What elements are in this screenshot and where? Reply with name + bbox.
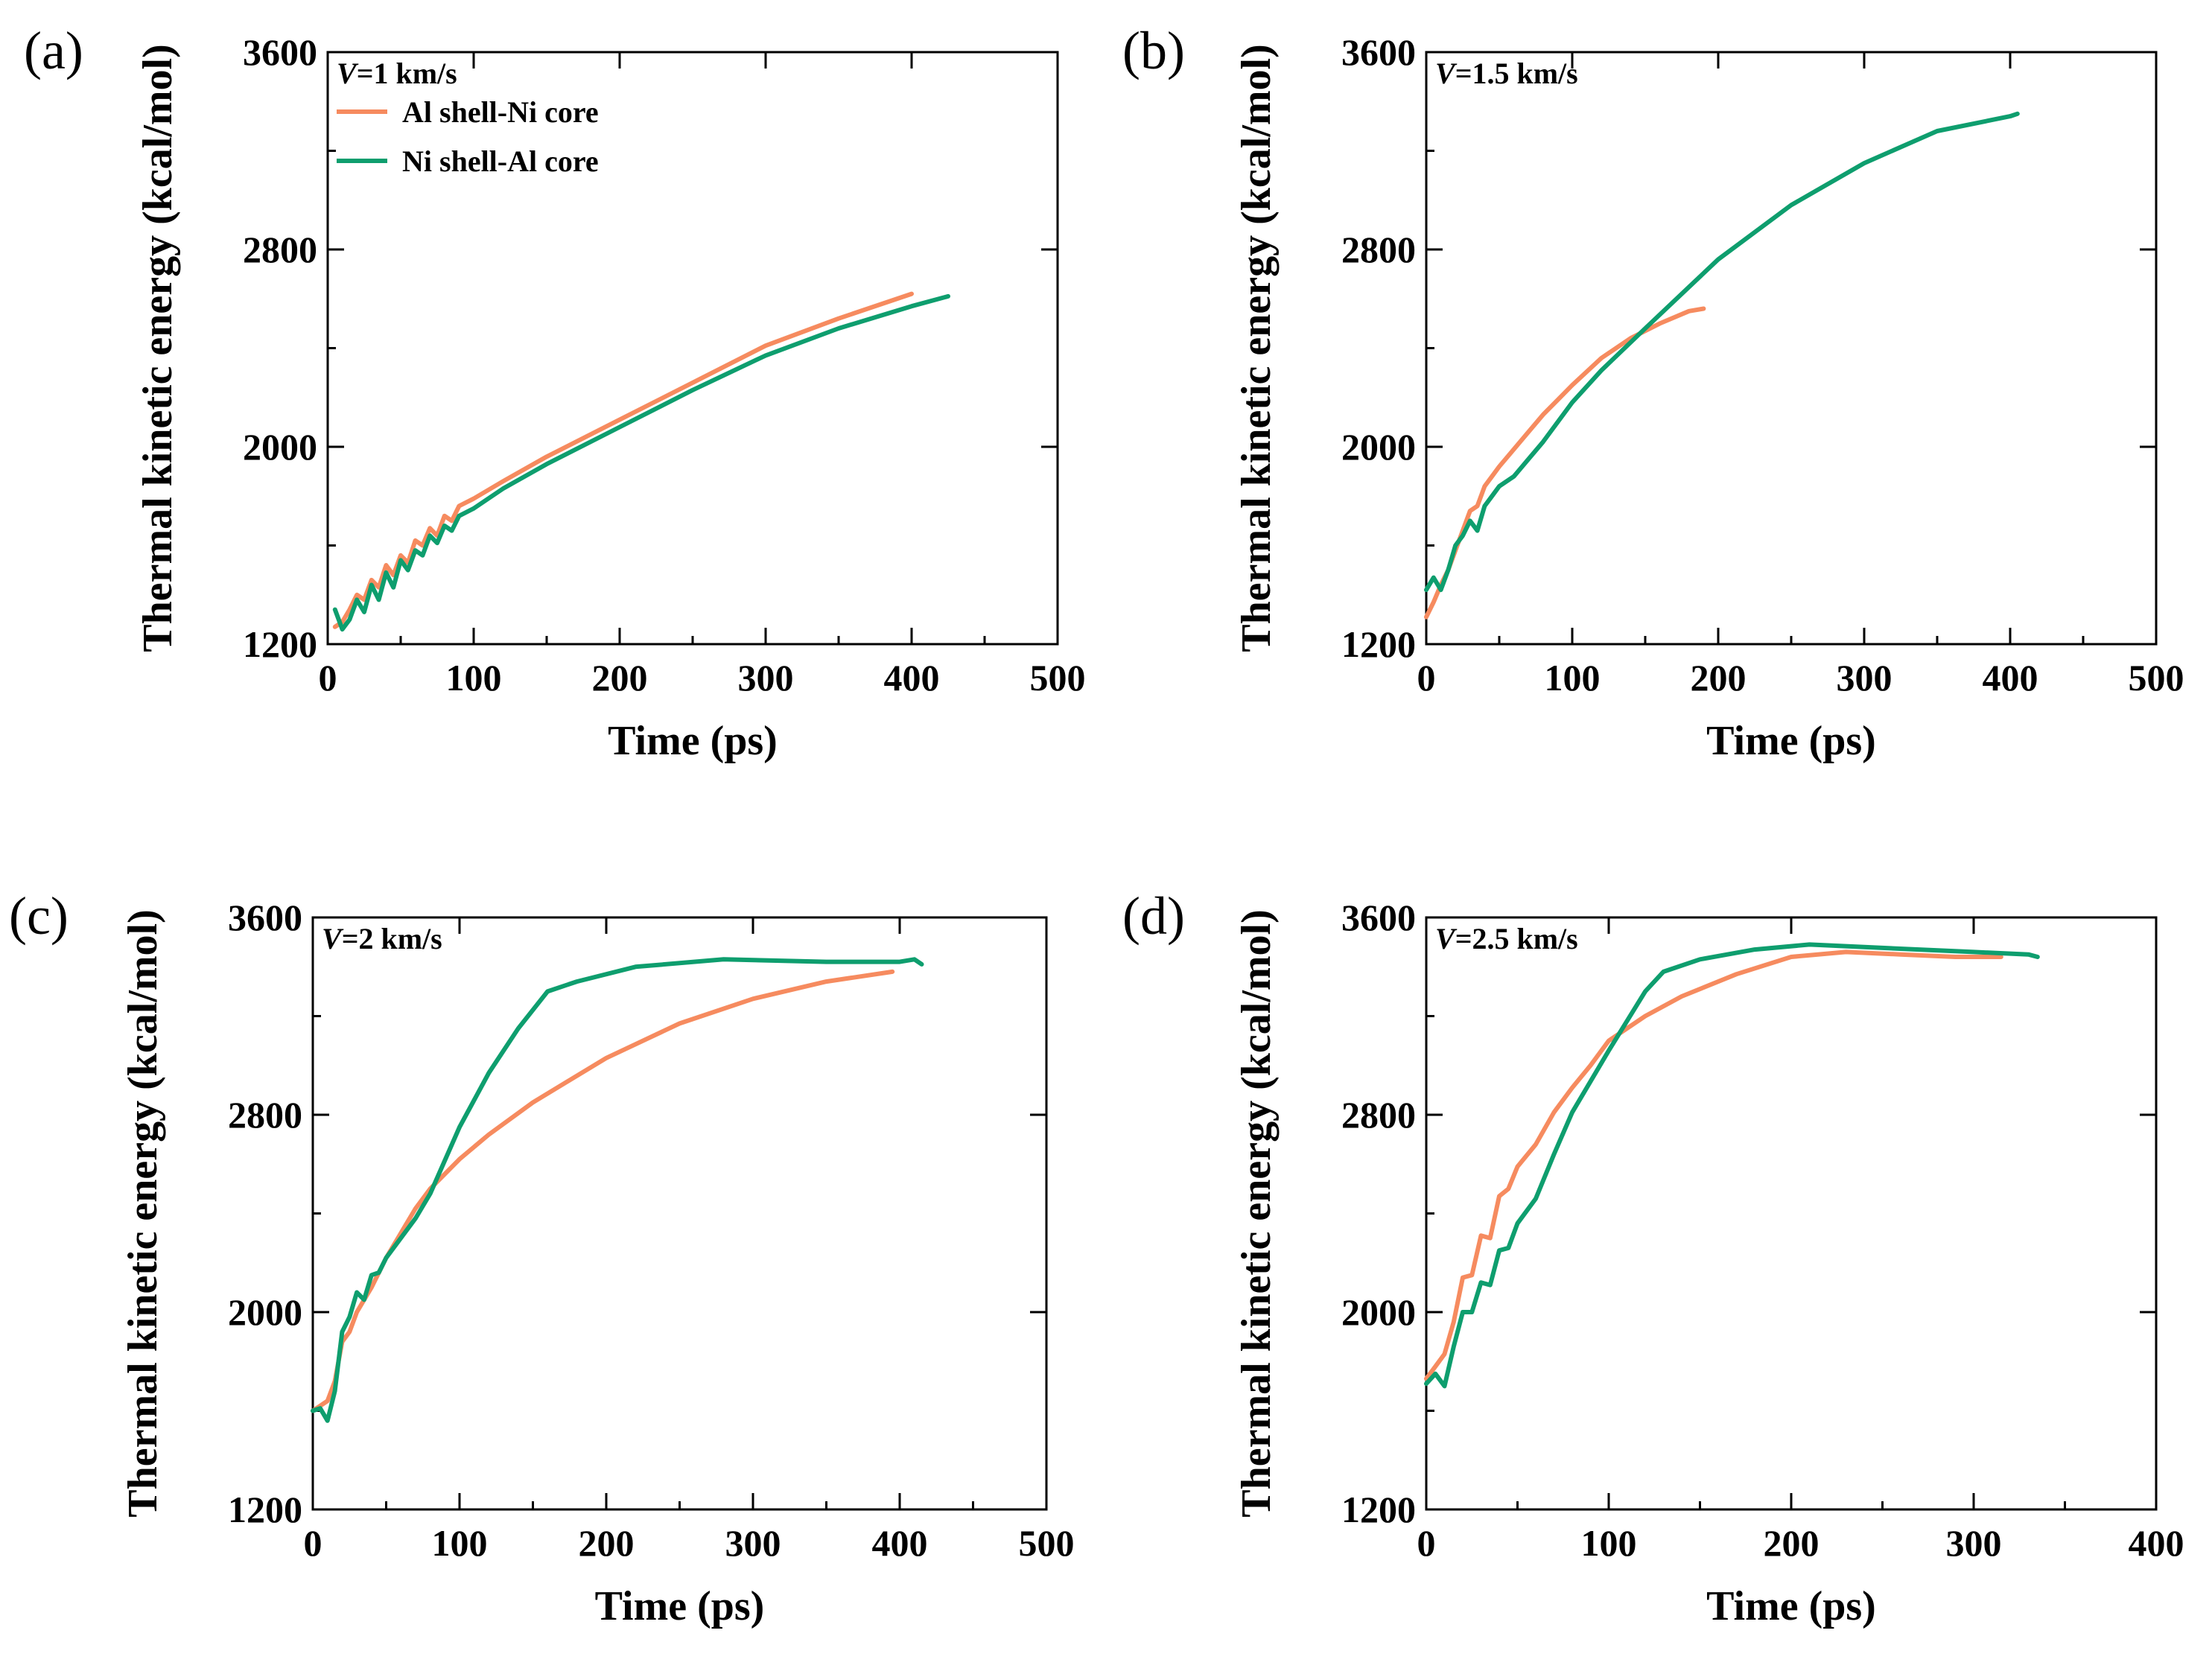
y-axis-title: Thermal kinetic energy (kcal/mol): [1233, 44, 1280, 652]
velocity-value: =1.5 km/s: [1455, 57, 1578, 90]
panel-d: 0 100 200 300 400 1200 2000 2800 3600 Time (ps) Th…: [1122, 886, 2184, 1629]
y-tick-label: 1200: [243, 623, 317, 665]
velocity-annotation: V=2 km/s: [322, 922, 442, 955]
series-al-shell-ni-core: [1424, 949, 2003, 1381]
plot-frame: [326, 51, 1059, 646]
panel-b: 0 100 200 300 400 500 1200 2000 2800 3600 Time (ps…: [1122, 21, 2184, 764]
x-tick-label: 100: [446, 657, 502, 699]
y-tick-label: 3600: [228, 897, 302, 938]
y-tick-label: 2800: [243, 229, 317, 270]
series-ni-shell-al-core: [332, 293, 950, 632]
x-axis-title: Time (ps): [1706, 1583, 1876, 1629]
velocity-annotation: V=1.5 km/s: [1435, 57, 1578, 90]
velocity-symbol: V: [1435, 57, 1458, 90]
x-tick-label: 300: [1837, 657, 1892, 699]
y-axis-title: Thermal kinetic energy (kcal/mol): [120, 909, 166, 1518]
x-tick-label: 200: [592, 657, 648, 699]
velocity-symbol: V: [322, 922, 344, 955]
y-tick-label: 3600: [1341, 897, 1416, 938]
velocity-annotation: V=1 km/s: [337, 57, 457, 90]
x-tick-label: 100: [1545, 657, 1601, 699]
x-tick-label: 0: [1417, 657, 1436, 699]
x-tick-label: 500: [1019, 1522, 1075, 1564]
panel-c: 0 100 200 300 400 500 1200 2000 2800 3600 Time (ps…: [9, 886, 1075, 1629]
x-tick-label: 0: [1417, 1522, 1436, 1564]
x-tick-label: 100: [432, 1522, 488, 1564]
x-tick-label: 500: [1030, 657, 1086, 699]
y-tick-label: 3600: [243, 31, 317, 73]
x-tick-label: 200: [1764, 1522, 1820, 1564]
series-al-shell-ni-core: [332, 291, 914, 629]
x-tick-label: 400: [872, 1522, 928, 1564]
y-tick-label: 2000: [243, 426, 317, 468]
x-axis-title: Time (ps): [608, 718, 778, 764]
y-tick-label: 2800: [1341, 229, 1416, 270]
legend-label: Al shell-Ni core: [402, 95, 599, 129]
y-axis-title: Thermal kinetic energy (kcal/mol): [135, 44, 181, 652]
x-tick-label: 0: [319, 657, 337, 699]
x-tick-label: 400: [884, 657, 940, 699]
x-tick-label: 500: [2129, 657, 2184, 699]
y-tick-label: 2000: [1341, 1291, 1416, 1333]
y-tick-label: 1200: [1341, 623, 1416, 665]
velocity-annotation: V=2.5 km/s: [1435, 922, 1578, 955]
x-tick-label: 400: [1983, 657, 2038, 699]
panel-label: (c): [9, 886, 69, 946]
series-ni-shell-al-core: [1424, 942, 2040, 1389]
series-ni-shell-al-core: [311, 957, 924, 1423]
velocity-symbol: V: [337, 57, 359, 90]
panel-a: 0 100 200 300 400 500 1200 2000 2800 3600 Time (ps…: [24, 21, 1086, 764]
y-axis-title: Thermal kinetic energy (kcal/mol): [1233, 909, 1280, 1518]
velocity-value: =2.5 km/s: [1455, 922, 1578, 955]
plot-frame: [311, 916, 1048, 1511]
x-tick-label: 200: [1691, 657, 1747, 699]
y-tick-label: 1200: [228, 1489, 302, 1530]
legend-label: Ni shell-Al core: [402, 144, 599, 178]
y-tick-label: 3600: [1341, 31, 1416, 73]
velocity-value: =1 km/s: [357, 57, 457, 90]
panel-label: (b): [1122, 21, 1185, 80]
series-ni-shell-al-core: [1424, 111, 2020, 593]
y-tick-label: 2000: [228, 1291, 302, 1333]
y-tick-label: 1200: [1341, 1489, 1416, 1530]
plot-frame: [1425, 51, 2158, 646]
series-al-shell-ni-core: [1424, 306, 1706, 620]
x-tick-label: 100: [1581, 1522, 1637, 1564]
x-tick-label: 300: [1946, 1522, 2002, 1564]
y-tick-label: 2800: [228, 1094, 302, 1136]
y-tick-label: 2800: [1341, 1094, 1416, 1136]
x-axis-title: Time (ps): [595, 1583, 765, 1629]
x-tick-label: 300: [738, 657, 794, 699]
velocity-value: =2 km/s: [342, 922, 442, 955]
x-tick-label: 0: [304, 1522, 322, 1564]
series-al-shell-ni-core: [311, 969, 895, 1413]
y-tick-label: 2000: [1341, 426, 1416, 468]
velocity-symbol: V: [1435, 922, 1458, 955]
panel-label: (d): [1122, 886, 1185, 946]
x-tick-label: 400: [2129, 1522, 2184, 1564]
plot-frame: [1425, 916, 2158, 1511]
x-tick-label: 300: [725, 1522, 781, 1564]
x-tick-label: 200: [579, 1522, 635, 1564]
x-axis-title: Time (ps): [1706, 718, 1876, 764]
panel-label: (a): [24, 21, 83, 80]
